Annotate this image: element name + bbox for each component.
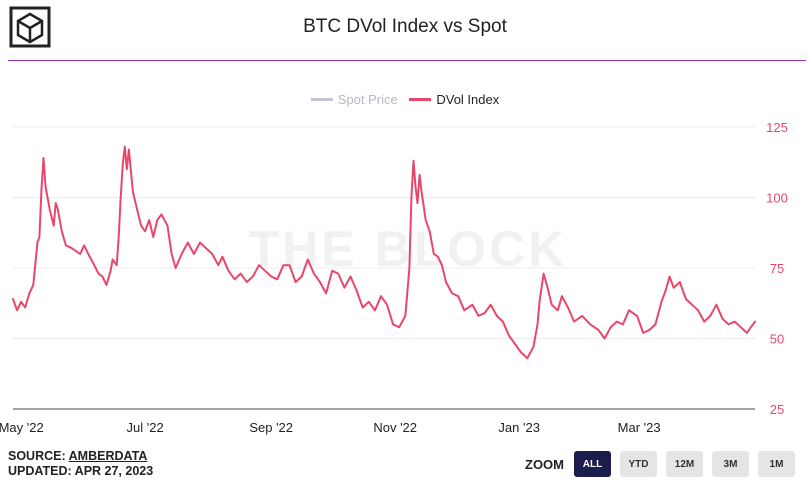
legend-item-spot-price[interactable]: Spot Price — [310, 92, 398, 107]
watermark: THE BLOCK — [249, 221, 568, 277]
title-divider — [8, 60, 806, 61]
legend: Spot Price DVol Index — [0, 89, 810, 107]
x-tick-label: Mar '23 — [618, 420, 661, 435]
y-tick-label: 50 — [770, 332, 784, 347]
zoom-controls: ZOOM ALL YTD 12M 3M 1M — [525, 451, 804, 477]
logo — [9, 6, 51, 48]
zoom-label: ZOOM — [525, 456, 564, 472]
chart-title: BTC DVol Index vs Spot — [303, 16, 507, 37]
x-tick-label: Jan '23 — [498, 420, 540, 435]
updated-date: UPDATED: APR 27, 2023 — [8, 464, 154, 478]
y-tick-label: 100 — [766, 191, 788, 206]
source-link[interactable]: AMBERDATA — [68, 449, 148, 463]
x-tick-label: Sep '22 — [249, 420, 293, 435]
source-prefix: SOURCE: — [8, 449, 69, 463]
series-line-dvol-index — [12, 145, 756, 360]
source-footer: SOURCE: AMBERDATA UPDATED: APR 27, 2023 — [8, 449, 153, 479]
x-tick-label: May '22 — [0, 420, 44, 435]
legend-item-dvol-index[interactable]: DVol Index — [409, 92, 499, 107]
legend-swatch-spot — [310, 98, 333, 101]
chart-plot: THE BLOCK 25 50 75 100 125 May '22 Jul '22 Sep '… — [0, 120, 788, 435]
zoom-3m-button[interactable]: 3M — [712, 451, 749, 477]
x-tick-label: Jul '22 — [127, 420, 164, 435]
x-tick-label: Nov '22 — [373, 420, 417, 435]
y-tick-label: 75 — [770, 261, 784, 276]
y-tick-label: 125 — [766, 120, 788, 135]
zoom-all-button[interactable]: ALL — [574, 451, 611, 477]
legend-label-spot: Spot Price — [337, 92, 398, 107]
zoom-12m-button[interactable]: 12M — [666, 451, 703, 477]
zoom-1m-button[interactable]: 1M — [758, 451, 795, 477]
zoom-ytd-button[interactable]: YTD — [620, 451, 657, 477]
legend-label-dvol: DVol Index — [436, 92, 500, 107]
legend-swatch-dvol — [409, 98, 432, 101]
y-tick-label: 25 — [770, 402, 784, 417]
